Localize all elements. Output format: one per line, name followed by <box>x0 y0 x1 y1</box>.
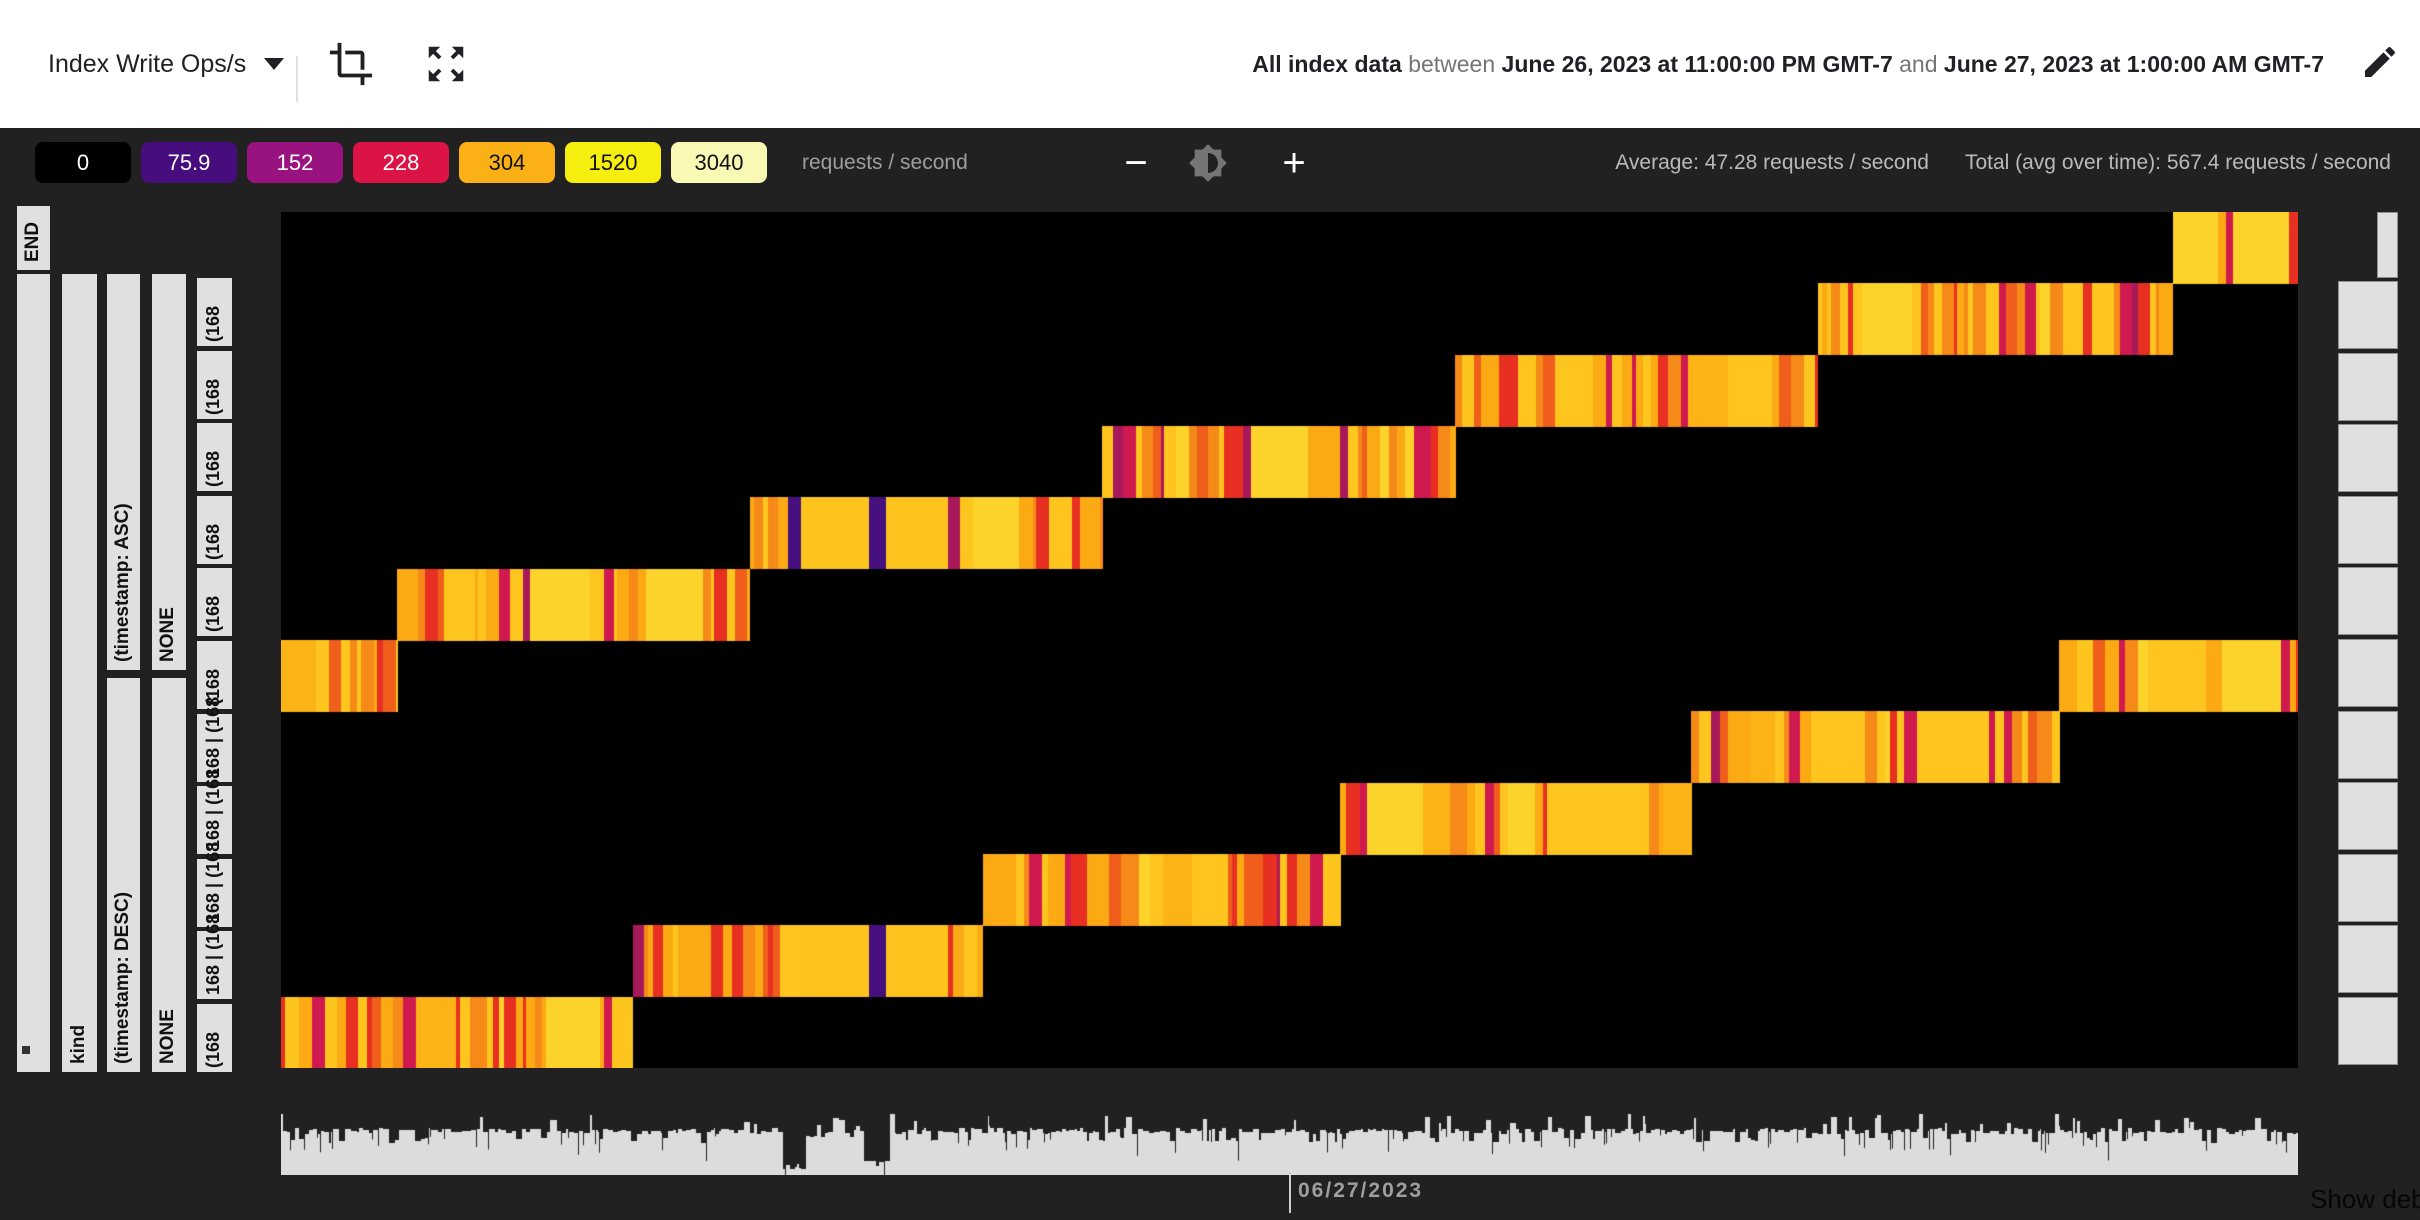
legend-chip-label: 1520 <box>588 149 638 175</box>
brightness-button[interactable] <box>1188 143 1228 183</box>
key-range-row-box[interactable]: 168 | (168 <box>197 696 232 782</box>
legend-chip: 304 <box>459 142 555 183</box>
kind-label: kind <box>67 1024 89 1064</box>
minimap-box[interactable] <box>2338 997 2398 1065</box>
minimap-box[interactable] <box>2338 853 2398 922</box>
header-bar: Index Write Ops/s All index data between… <box>0 0 2420 128</box>
minimap-box[interactable] <box>2338 352 2398 421</box>
none-desc-label: NONE <box>157 1009 178 1064</box>
minimap-box[interactable] <box>2338 639 2398 707</box>
key-range-row-label: (168 <box>202 596 223 633</box>
metric-stats: Average: 47.28 requests / second Total (… <box>1615 128 2391 198</box>
key-range-row-box[interactable]: 168 | (168 <box>197 914 232 1000</box>
legend-chip-label: 3040 <box>694 149 744 175</box>
pencil-icon <box>2360 42 2400 87</box>
crop-button[interactable] <box>328 41 374 87</box>
key-range-row-box[interactable]: (168 <box>197 1004 232 1072</box>
key-range-row-box[interactable]: (168 <box>197 495 232 564</box>
key-range-row-label: (168 <box>202 305 223 342</box>
minimap-box[interactable] <box>2338 495 2398 564</box>
chevron-down-icon <box>264 58 285 70</box>
legend-chip-label: 0 <box>76 149 90 175</box>
key-range-row-box[interactable]: 168 | (168 <box>197 842 232 927</box>
minimap-box[interactable] <box>2338 925 2398 994</box>
key-range-row-label: 168 | (168 <box>202 769 223 851</box>
minimap-box[interactable] <box>2338 281 2398 349</box>
metric-select-label: Index Write Ops/s <box>48 49 247 78</box>
crop-icon <box>328 42 374 91</box>
key-range-none-asc-box[interactable]: NONE <box>152 274 186 670</box>
key-range-end-box[interactable]: END <box>17 206 50 270</box>
minimap-box[interactable] <box>2338 782 2398 851</box>
time-range-end: June 27, 2023 at 1:00:00 AM GMT-7 <box>1943 50 2324 77</box>
fullscreen-icon <box>423 46 469 91</box>
time-range-text: All index data between June 26, 2023 at … <box>1252 50 2324 77</box>
minimap-box[interactable] <box>2338 424 2398 493</box>
key-range-row-box[interactable]: (168 <box>197 423 232 492</box>
show-debug-toggle[interactable]: Show debug <box>2310 1184 2420 1214</box>
date-label: 06/27/2023 <box>1298 1179 1424 1202</box>
key-range-row-label: 168 | (168 <box>202 914 223 996</box>
legend-chip: 152 <box>247 142 343 183</box>
fullscreen-button[interactable] <box>423 41 469 87</box>
key-range-kind-box[interactable]: kind <box>62 274 97 1072</box>
legend-chip: 75.9 <box>141 142 237 183</box>
timestamp-desc-label: (timestamp: DESC) <box>111 891 133 1064</box>
average-stat: Average: 47.28 requests / second <box>1615 151 1929 174</box>
time-range-header: All index data between June 26, 2023 at … <box>1252 0 2400 128</box>
minimap-box[interactable] <box>2338 710 2398 779</box>
legend-chip-label: 152 <box>276 149 314 175</box>
legend-chip-label: 304 <box>488 149 526 175</box>
brightness-decrease-button[interactable]: − <box>1124 140 1148 185</box>
legend-toolbar: 0 75.9 152 228 304 1520 3040 requests / second… <box>0 128 2420 198</box>
metric-select[interactable]: Index Write Ops/s <box>48 0 285 128</box>
legend-chip: 3040 <box>671 142 767 183</box>
legend-chip: 1520 <box>565 142 661 183</box>
minimap-box[interactable] <box>2338 567 2398 636</box>
key-range-root-box[interactable] <box>17 274 50 1072</box>
key-range-row-label: (168 <box>202 451 223 488</box>
key-range-row-box[interactable]: (168 <box>197 278 232 346</box>
key-range-row-label: 168 | (168 <box>202 696 223 778</box>
keyvis-heatmap[interactable] <box>281 212 2298 1068</box>
key-range-row-box[interactable]: (168 <box>197 568 232 637</box>
legend-chip: 0 <box>35 142 131 183</box>
color-scale-legend: 0 75.9 152 228 304 1520 3040 <box>35 142 767 183</box>
total-stat: Total (avg over time): 567.4 requests / … <box>1964 151 2391 174</box>
legend-unit-label: requests / second <box>802 151 968 174</box>
legend-chip: 228 <box>353 142 449 183</box>
timestamp-asc-label: (timestamp: ASC) <box>111 503 133 662</box>
date-tick-mark <box>1289 1172 1291 1213</box>
key-start-marker <box>22 1046 30 1054</box>
legend-chip-label: 228 <box>382 149 420 175</box>
edit-time-range-button[interactable] <box>2360 42 2400 87</box>
key-range-row-label: (168 <box>202 523 223 560</box>
brightness-icon <box>1188 144 1228 187</box>
minimap-box-narrow[interactable] <box>2377 212 2398 278</box>
time-range-scope: All index data <box>1252 50 1402 77</box>
legend-chip-label: 75.9 <box>167 149 211 175</box>
key-range-row-box[interactable]: 168 | (168 <box>197 769 232 855</box>
time-range-start: June 26, 2023 at 11:00:00 PM GMT-7 <box>1501 50 1893 77</box>
key-range-row-label: (168 <box>202 378 223 415</box>
key-range-row-label: 168 | (168 <box>202 841 223 923</box>
key-range-end-label: END <box>21 221 43 262</box>
brightness-increase-button[interactable]: + <box>1282 140 1306 185</box>
key-range-row-box[interactable]: (168 <box>197 350 232 419</box>
none-asc-label: NONE <box>157 607 178 662</box>
timeline-scrubber[interactable] <box>281 1098 2298 1175</box>
key-range-row-label: (168 <box>202 1031 223 1068</box>
header-divider <box>296 56 298 102</box>
key-range-row-box[interactable]: (168 <box>197 641 232 709</box>
key-range-timestamp-asc-box[interactable]: (timestamp: ASC) <box>107 274 140 670</box>
key-range-none-desc-box[interactable]: NONE <box>152 678 186 1072</box>
key-range-timestamp-desc-box[interactable]: (timestamp: DESC) <box>107 678 140 1072</box>
